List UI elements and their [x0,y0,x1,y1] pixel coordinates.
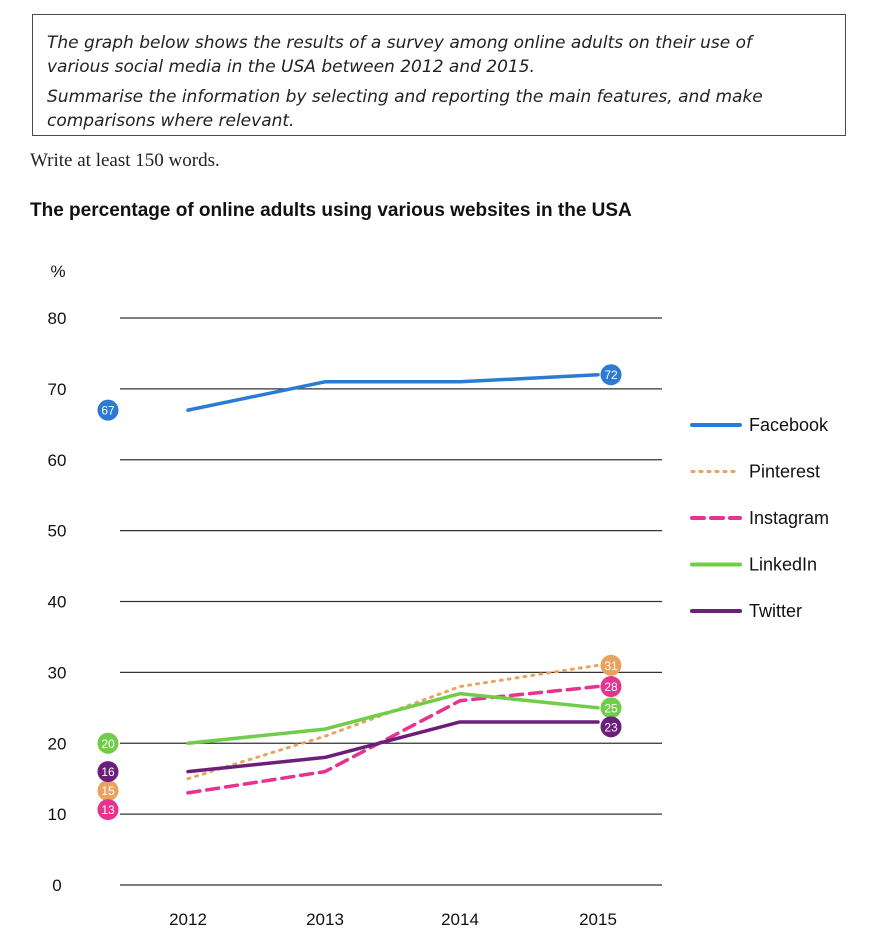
series-line-facebook [186,372,600,412]
legend-label-instagram: Instagram [749,508,829,528]
data-point-twitter [97,761,119,783]
x-tick-label: 2014 [441,910,479,929]
y-tick-label: 30 [48,663,67,682]
data-point-instagram [97,799,119,821]
x-tick-label: 2012 [169,910,207,929]
data-label-linkedin: 25 [604,701,618,715]
y-tick-label: 0 [52,876,61,895]
x-tick-label: 2015 [579,910,617,929]
data-point-facebook [600,364,622,386]
data-label-pinterest: 31 [604,659,618,673]
task-line-1: The graph below shows the results of a s… [47,33,753,53]
data-point-facebook [97,399,119,421]
task-instruction: Summarise the information by selecting a… [47,85,831,133]
y-tick-label: 80 [48,309,67,328]
task-line-2: various social media in the USA between … [47,57,535,77]
legend-label-pinterest: Pinterest [749,462,820,482]
data-point-instagram [600,676,622,698]
data-point-pinterest [97,780,119,802]
task-line-3: Summarise the information by selecting a… [47,87,763,107]
data-label-instagram: 28 [604,680,618,694]
data-label-instagram: 13 [101,803,115,817]
legend-label-linkedin: LinkedIn [749,555,817,575]
y-tick-label: 40 [48,593,67,612]
data-label-facebook: 72 [604,368,618,382]
data-point-linkedin [600,697,622,719]
data-label-linkedin: 20 [101,737,115,751]
data-point-pinterest [600,654,622,676]
task-description: The graph below shows the results of a s… [47,31,831,79]
data-label-facebook: 67 [101,404,115,418]
legend-label-facebook: Facebook [749,415,829,435]
x-tick-label: 2013 [306,910,344,929]
series-line-instagram [186,684,600,795]
task-line-4: comparisons where relevant. [47,111,295,131]
data-point-twitter [600,716,622,738]
task-prompt-box: The graph below shows the results of a s… [32,14,846,136]
y-axis-label: % [50,262,65,281]
series-line-twitter [186,720,600,774]
y-tick-label: 70 [48,380,67,399]
y-tick-label: 20 [48,734,67,753]
legend-label-twitter: Twitter [749,601,802,621]
chart-title: The percentage of online adults using va… [30,200,632,221]
y-tick-label: 50 [48,522,67,541]
series-line-linkedin [186,691,600,745]
data-label-twitter: 16 [101,765,115,779]
y-tick-label: 60 [48,451,67,470]
data-point-linkedin [97,732,119,754]
y-tick-label: 10 [48,805,67,824]
data-label-twitter: 23 [604,720,618,734]
data-label-pinterest: 15 [101,784,115,798]
word-count-instruction: Write at least 150 words. [30,150,220,171]
